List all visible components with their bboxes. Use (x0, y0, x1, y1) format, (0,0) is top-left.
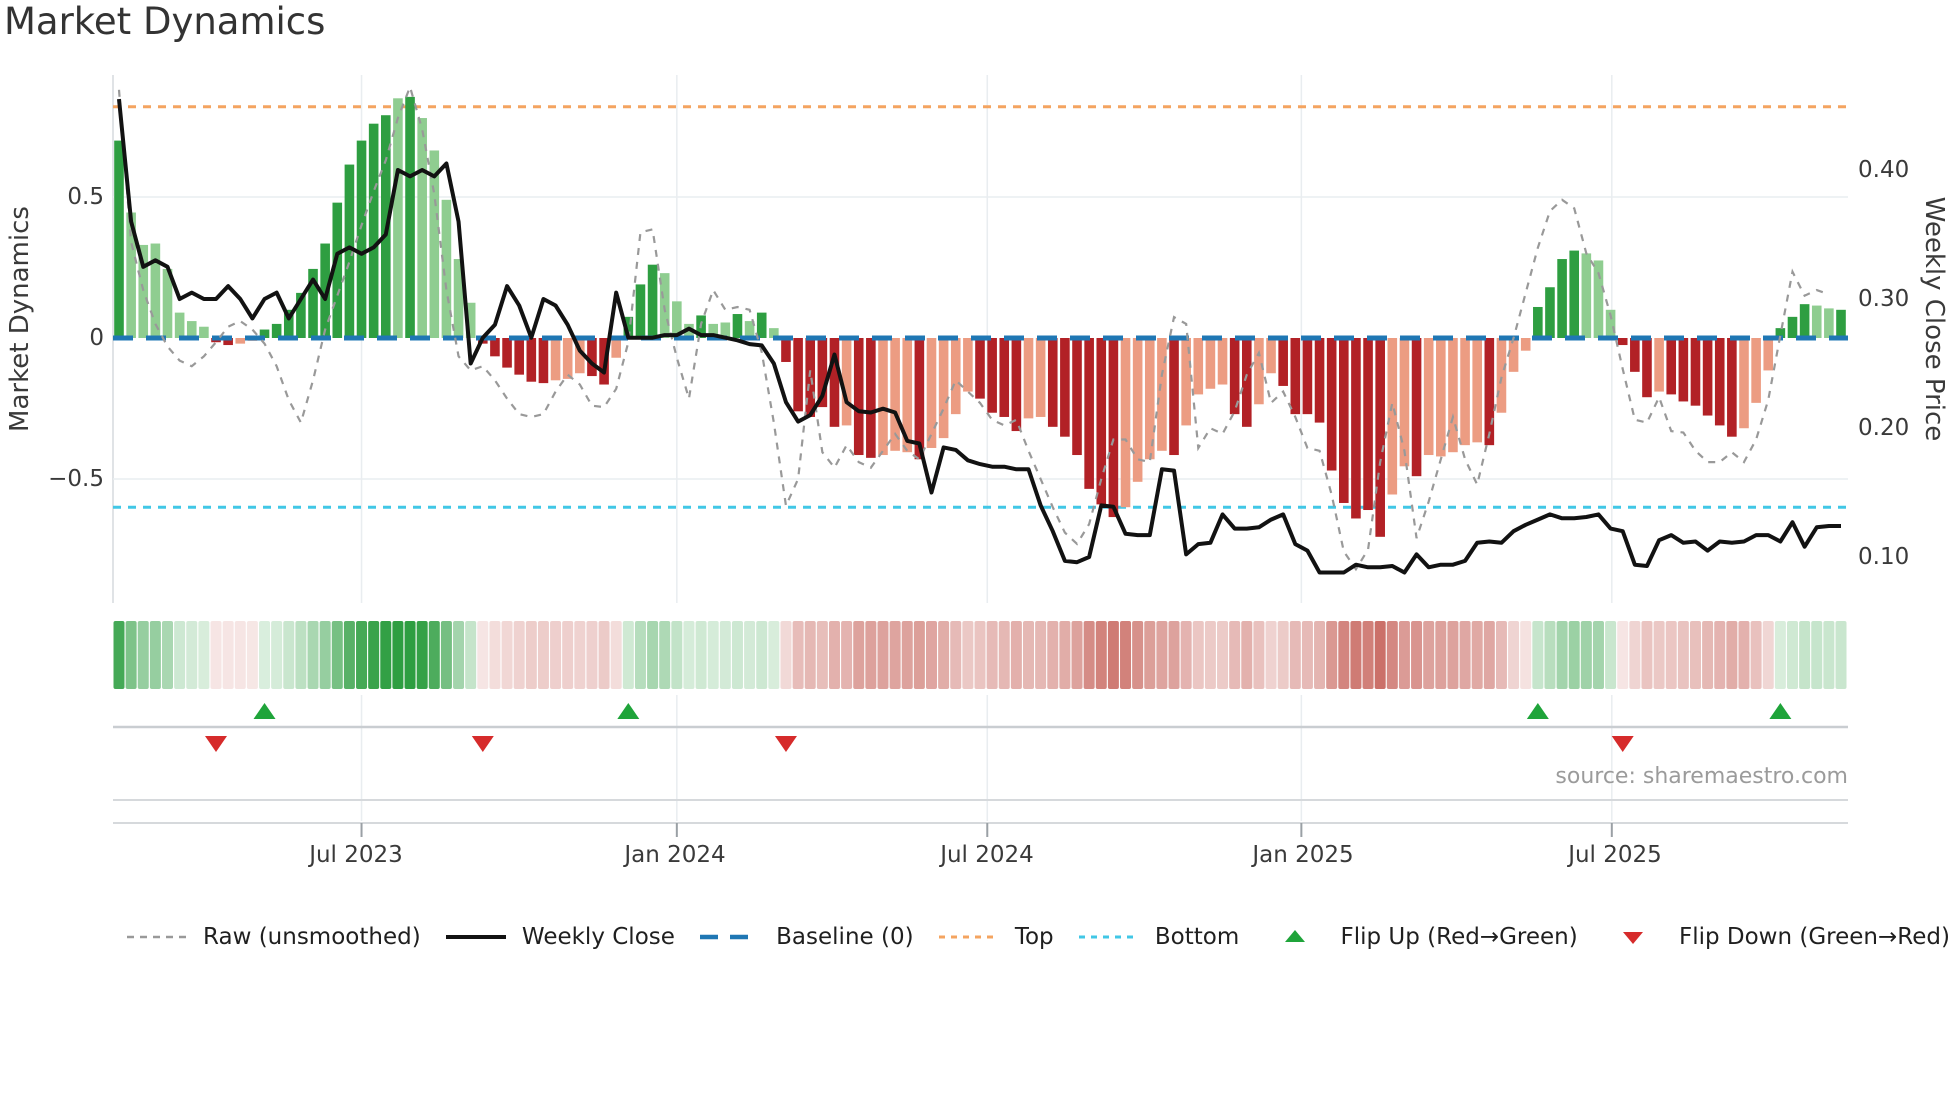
x-tick-jul-2024: Jul 2024 (940, 842, 1034, 868)
legend-label: Top (1014, 924, 1054, 950)
legend-item-flip-up: Flip Up (Red→Green) (1263, 924, 1578, 950)
chart-legend: Raw (unsmoothed) Weekly Close Baseline (… (125, 924, 1950, 950)
x-tick-jul-2023: Jul 2023 (309, 842, 403, 868)
legend-label: Flip Down (Green→Red) (1678, 924, 1950, 950)
page-title: Market Dynamics (4, 0, 326, 43)
legend-item-top: Top (937, 924, 1054, 950)
left-axis-title: Market Dynamics (5, 206, 35, 432)
left-tick-neg-0_5: −0.5 (48, 466, 104, 492)
right-tick-0_40: 0.40 (1858, 157, 1910, 183)
right-tick-0_10: 0.10 (1858, 544, 1910, 570)
left-tick-0: 0 (89, 325, 104, 351)
legend-label: Weekly Close (521, 924, 675, 950)
legend-label: Baseline (0) (776, 924, 914, 950)
x-tick-jul-2025: Jul 2025 (1568, 842, 1662, 868)
green-up-triangle-icon (1263, 926, 1327, 948)
blue-dash-line-icon (698, 926, 762, 948)
legend-label: Bottom (1154, 924, 1240, 950)
left-tick-0_5: 0.5 (67, 184, 104, 210)
legend-label: Raw (unsmoothed) (203, 924, 421, 950)
legend-item-flip-down: Flip Down (Green→Red) (1601, 924, 1950, 950)
legend-item-raw: Raw (unsmoothed) (125, 924, 421, 950)
legend-item-baseline: Baseline (0) (698, 924, 914, 950)
raw-dashed-line-icon (125, 926, 189, 948)
legend-item-bottom: Bottom (1077, 924, 1239, 950)
cyan-dotted-line-icon (1077, 926, 1141, 948)
orange-dotted-line-icon (937, 926, 1001, 948)
legend-label: Flip Up (Red→Green) (1340, 924, 1578, 950)
red-down-triangle-icon (1601, 926, 1665, 948)
x-tick-jan-2024: Jan 2024 (624, 842, 726, 868)
legend-item-weekly-close: Weekly Close (444, 924, 675, 950)
source-attribution: source: sharemaestro.com (1555, 764, 1848, 789)
right-tick-0_20: 0.20 (1858, 415, 1910, 441)
solid-line-icon (444, 926, 508, 948)
right-tick-0_30: 0.30 (1858, 286, 1910, 312)
x-tick-jan-2025: Jan 2025 (1252, 842, 1354, 868)
